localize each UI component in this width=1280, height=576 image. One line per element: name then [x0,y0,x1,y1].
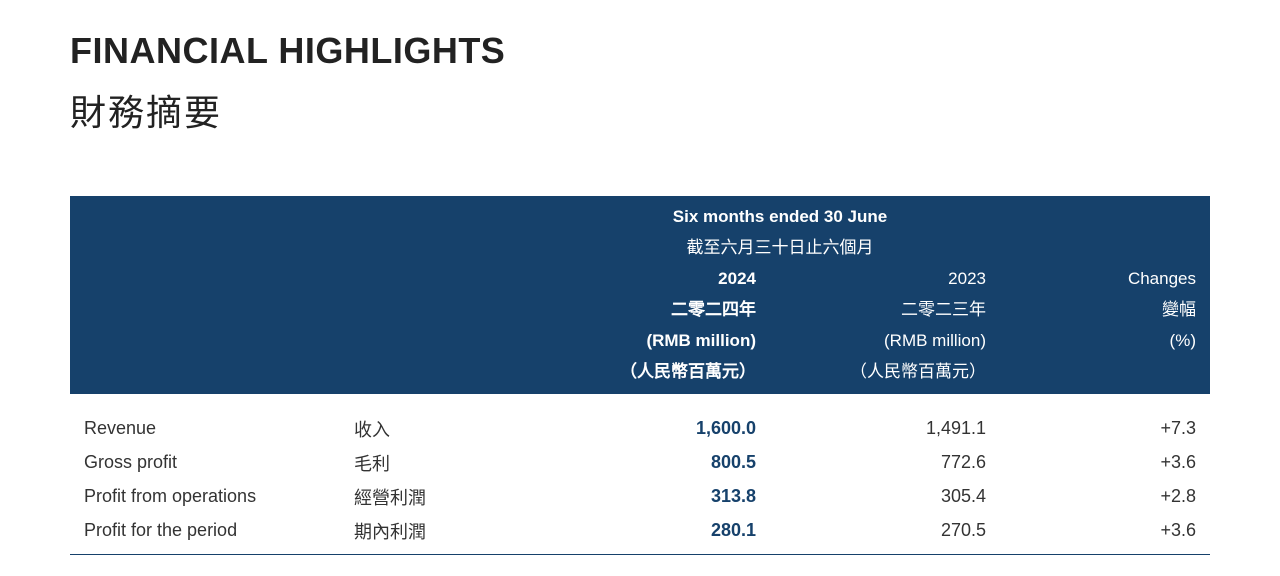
page-title-en: FINANCIAL HIGHLIGHTS [70,30,1210,72]
col-2024-year-zh: 二零二四年 [560,295,770,326]
row-chg: +3.6 [1000,514,1210,548]
col-2023-year-zh: 二零二三年 [770,295,1000,326]
col-pct: (%) [1000,326,1210,357]
col-changes-en: Changes [1000,264,1210,295]
page-title-zh: 財務摘要 [70,84,1210,136]
financial-table: Six months ended 30 June 截至六月三十日止六個月 202… [70,196,1210,548]
table-row: Revenue 收入 1,600.0 1,491.1 +7.3 [70,394,1210,446]
table-row: Gross profit 毛利 800.5 772.6 +3.6 [70,446,1210,480]
table-header: Six months ended 30 June 截至六月三十日止六個月 202… [70,196,1210,394]
table-row: Profit for the period 期內利潤 280.1 270.5 +… [70,514,1210,548]
col-2023-unit-zh: （人民幣百萬元） [770,357,1000,394]
col-2023-year: 2023 [770,264,1000,295]
row-chg: +7.3 [1000,394,1210,446]
period-label-en: Six months ended 30 June [560,196,1000,233]
col-2024-unit-en: (RMB million) [560,326,770,357]
row-label-en: Gross profit [70,446,340,480]
table-bottom-rule [70,554,1210,555]
row-2023: 305.4 [770,480,1000,514]
col-2024-unit-zh: （人民幣百萬元） [560,357,770,394]
row-2024: 280.1 [560,514,770,548]
period-label-zh: 截至六月三十日止六個月 [560,233,1000,264]
table-body: Revenue 收入 1,600.0 1,491.1 +7.3 Gross pr… [70,394,1210,548]
row-label-zh: 期內利潤 [340,514,560,548]
row-2024: 800.5 [560,446,770,480]
row-2024: 1,600.0 [560,394,770,446]
row-2023: 772.6 [770,446,1000,480]
row-chg: +3.6 [1000,446,1210,480]
col-2024-year: 2024 [560,264,770,295]
row-label-en: Profit for the period [70,514,340,548]
row-chg: +2.8 [1000,480,1210,514]
row-label-zh: 收入 [340,394,560,446]
row-2024: 313.8 [560,480,770,514]
row-label-en: Profit from operations [70,480,340,514]
table-row: Profit from operations 經營利潤 313.8 305.4 … [70,480,1210,514]
row-label-zh: 毛利 [340,446,560,480]
col-changes-zh: 變幅 [1000,295,1210,326]
col-2023-unit-en: (RMB million) [770,326,1000,357]
row-2023: 270.5 [770,514,1000,548]
row-label-en: Revenue [70,394,340,446]
row-2023: 1,491.1 [770,394,1000,446]
row-label-zh: 經營利潤 [340,480,560,514]
financial-table-wrap: Six months ended 30 June 截至六月三十日止六個月 202… [70,196,1210,555]
